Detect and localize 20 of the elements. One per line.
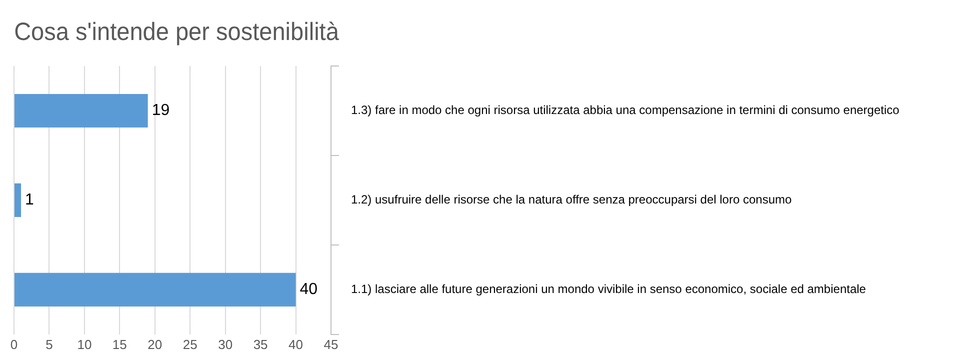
bar [14, 94, 148, 128]
x-tick-label: 25 [182, 336, 198, 352]
y-tick-label: 1.3) fare in modo che ogni risorsa utilizzata abbia una compensazione in termini di consumo energetico [351, 103, 900, 118]
x-tick-label: 5 [46, 336, 53, 352]
data-label: 19 [152, 102, 170, 120]
x-tick-label: 10 [77, 336, 92, 352]
bar [14, 183, 22, 217]
chart-title: Cosa s'intende per sostenibilità [14, 18, 340, 46]
y-tick-label: 1.1) lasciare alle future generazioni un mondo vivibile in senso economico, sociale ed ambientale [351, 282, 866, 296]
bar [14, 272, 296, 306]
x-tick-label: 45 [324, 336, 338, 352]
x-tick-label: 30 [218, 336, 233, 352]
x-tick-label: 20 [148, 336, 162, 352]
data-label: 1 [25, 192, 34, 209]
y-tick-label: 1.2) usufruire delle risorse che la natura offre senza preoccuparsi del loro consumo [351, 192, 792, 207]
x-tick-label: 35 [253, 336, 268, 352]
x-tick-label: 0 [10, 336, 18, 352]
data-label: 40 [300, 281, 318, 298]
x-tick-label: 15 [112, 336, 127, 352]
x-tick-label: 40 [288, 336, 304, 352]
